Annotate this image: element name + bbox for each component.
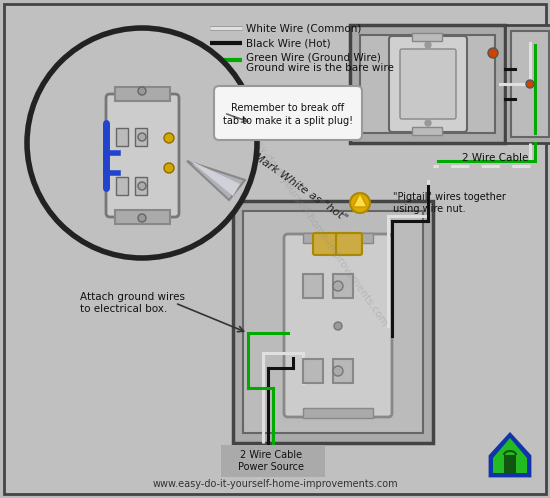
FancyBboxPatch shape <box>106 94 179 217</box>
Bar <box>360 35 495 133</box>
Text: "Pigtail" wires together
using wire nut.: "Pigtail" wires together using wire nut. <box>393 192 506 214</box>
Circle shape <box>164 133 174 143</box>
Circle shape <box>333 281 343 291</box>
Text: tab to make it a split plug!: tab to make it a split plug! <box>223 116 353 126</box>
Bar <box>233 201 433 443</box>
FancyBboxPatch shape <box>389 36 467 132</box>
Circle shape <box>138 133 146 141</box>
Circle shape <box>333 366 343 376</box>
Text: Attach ground wires
to electrical box.: Attach ground wires to electrical box. <box>80 292 185 314</box>
Circle shape <box>334 322 342 330</box>
Bar <box>115 87 170 101</box>
Polygon shape <box>189 160 240 196</box>
Bar <box>412 127 442 135</box>
Bar <box>350 25 505 143</box>
Bar <box>303 233 373 243</box>
Circle shape <box>425 42 431 48</box>
Text: Mark White as "hot": Mark White as "hot" <box>251 152 349 224</box>
Circle shape <box>350 193 370 213</box>
Polygon shape <box>493 438 527 473</box>
Text: 2 Wire Cable: 2 Wire Cable <box>462 153 529 163</box>
Bar <box>303 359 323 383</box>
Text: Remember to break off: Remember to break off <box>232 103 344 113</box>
Bar <box>116 177 128 195</box>
Circle shape <box>138 87 146 95</box>
Bar <box>505 25 550 143</box>
FancyBboxPatch shape <box>214 86 362 140</box>
Bar <box>115 210 170 224</box>
Bar <box>303 408 373 418</box>
Bar <box>303 274 323 298</box>
FancyBboxPatch shape <box>336 233 362 255</box>
Polygon shape <box>490 434 530 476</box>
FancyBboxPatch shape <box>400 49 456 119</box>
Bar <box>333 274 353 298</box>
Circle shape <box>164 163 174 173</box>
Bar <box>135 128 147 146</box>
Bar <box>511 31 549 137</box>
Circle shape <box>488 48 498 58</box>
Text: White Wire (Common): White Wire (Common) <box>246 23 361 33</box>
Text: www.easy-do-it-yourself-home-improvements.com: www.easy-do-it-yourself-home-improvement… <box>152 479 398 489</box>
Circle shape <box>27 28 257 258</box>
Circle shape <box>425 120 431 126</box>
Polygon shape <box>187 161 245 200</box>
Circle shape <box>138 182 146 190</box>
FancyBboxPatch shape <box>284 234 392 417</box>
Text: Black Wire (Hot): Black Wire (Hot) <box>246 38 331 48</box>
Bar <box>135 177 147 195</box>
Circle shape <box>526 80 534 88</box>
Text: Ground wire is the bare wire: Ground wire is the bare wire <box>246 63 394 73</box>
FancyBboxPatch shape <box>313 233 353 255</box>
Bar <box>243 211 423 433</box>
Bar <box>412 33 442 41</box>
Bar <box>116 128 128 146</box>
Text: 2 Wire Cable
Power Source: 2 Wire Cable Power Source <box>238 450 304 472</box>
Text: Green Wire (Ground Wire): Green Wire (Ground Wire) <box>246 52 381 62</box>
Polygon shape <box>353 193 367 207</box>
Bar <box>333 359 353 383</box>
Circle shape <box>138 214 146 222</box>
Text: www.easy-do-it-yourself-home-improvements.com: www.easy-do-it-yourself-home-improvement… <box>230 107 389 329</box>
Bar <box>504 455 516 473</box>
FancyBboxPatch shape <box>221 445 325 477</box>
